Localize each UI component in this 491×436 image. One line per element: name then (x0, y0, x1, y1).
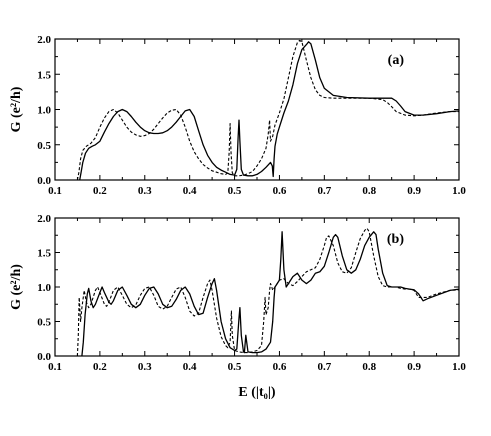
y-tick-label: 0.0 (37, 351, 51, 363)
x-tick-label: 0.1 (48, 361, 62, 373)
x-tick-label: 0.3 (138, 185, 152, 197)
y-tick-label: 1.0 (37, 105, 51, 117)
y-tick-label: 1.5 (37, 248, 51, 260)
x-tick-label: 0.8 (362, 361, 376, 373)
x-tick-label: 0.2 (93, 361, 107, 373)
series-solid-line-b (81, 231, 460, 357)
x-tick-label: 1.0 (452, 185, 466, 197)
x-tick-label: 0.6 (273, 185, 287, 197)
x-tick-label: 0.5 (228, 185, 242, 197)
x-tick-label: 0.2 (93, 185, 107, 197)
y-tick-label: 2.0 (37, 34, 51, 46)
panel-label-a: (a) (388, 53, 405, 68)
x-tick-label: 0.9 (407, 185, 421, 197)
x-tick-label: 0.3 (138, 361, 152, 373)
panel-label-b: (b) (387, 232, 404, 247)
series-solid-line-a (79, 41, 460, 181)
x-tick-label: 0.9 (407, 361, 421, 373)
plot-lines-b (76, 227, 460, 357)
x-tick-label: 0.1 (48, 185, 62, 197)
series-dashed-line-b (76, 227, 460, 357)
y-tick-label: 1.5 (37, 69, 51, 81)
y-tick-label: 2.0 (37, 213, 51, 225)
x-tick-label: 0.7 (317, 361, 331, 373)
y-tick-label: 0.5 (37, 140, 51, 152)
plot-lines-a (76, 39, 460, 181)
ticks-b: 0.1 0.2 0.3 0.4 0.5 0.6 0.7 0.8 0.9 1.0 0.0 0.5 1.0 1… (37, 213, 466, 373)
y-axis-label-a: G (e²/h) (9, 86, 24, 132)
y-tick-label: 0.5 (37, 317, 51, 329)
x-tick-label: 0.7 (317, 185, 331, 197)
panel-b: 0.1 0.2 0.3 0.4 0.5 0.6 0.7 0.8 0.9 1.0 0.0 0.5 1.0 1… (9, 213, 466, 373)
series-dashed-line-a (76, 39, 459, 181)
y-tick-label: 1.0 (37, 282, 51, 294)
x-tick-label: 0.8 (362, 185, 376, 197)
x-tick-label: 0.4 (183, 185, 197, 197)
x-tick-label: 0.6 (273, 361, 287, 373)
x-tick-label: 1.0 (452, 361, 466, 373)
ticks-a: 0.1 0.2 0.3 0.4 0.5 0.6 0.7 0.8 0.9 1.0 0.0 0.5 1.0 1… (37, 34, 466, 197)
y-axis-label-b: G (e²/h) (9, 264, 24, 310)
y-tick-label: 0.0 (37, 175, 51, 187)
x-tick-label: 0.5 (228, 361, 242, 373)
x-axis-label: E (|t₀|) (238, 385, 276, 400)
x-tick-label: 0.4 (183, 361, 197, 373)
panel-a: 0.1 0.2 0.3 0.4 0.5 0.6 0.7 0.8 0.9 1.0 0.0 0.5 1.0 1… (9, 34, 466, 197)
